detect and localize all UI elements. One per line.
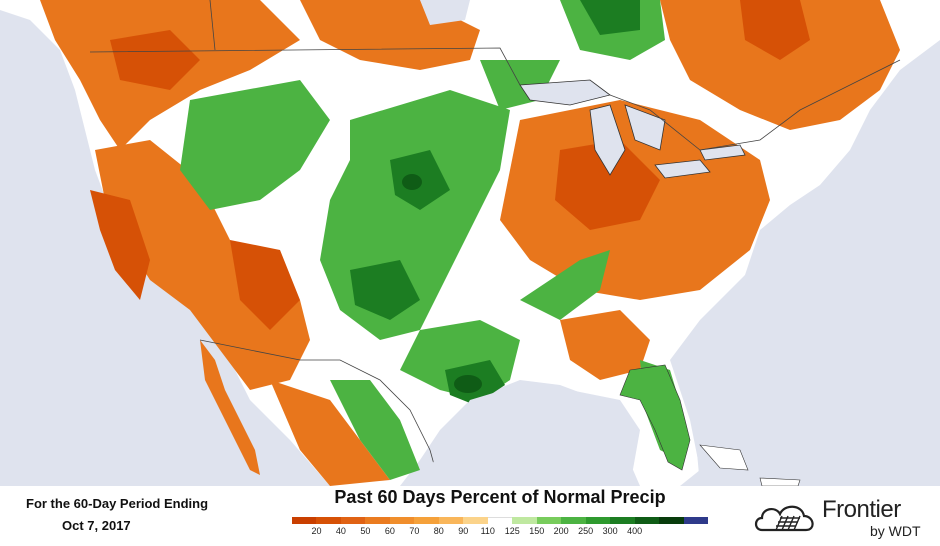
legend-tick-label: 150 bbox=[529, 526, 545, 536]
florida bbox=[619, 364, 691, 471]
map-title: Past 60 Days Percent of Normal Precip bbox=[334, 487, 666, 507]
legend-swatch bbox=[536, 517, 562, 524]
legend-swatch bbox=[414, 517, 439, 524]
hudson-bay bbox=[420, 0, 470, 25]
precip-map bbox=[0, 0, 940, 486]
brand-block: Frontier by WDT bbox=[752, 492, 937, 542]
gulf-of-mexico bbox=[420, 385, 640, 486]
legend-swatch bbox=[634, 517, 660, 524]
legend-tick-label: 110 bbox=[480, 526, 495, 536]
legend-swatch bbox=[512, 517, 537, 524]
period-date: Oct 7, 2017 bbox=[62, 518, 131, 533]
legend-ticks: 20 40 50 60 70 80 90 110 125 150 200 250 300 400 bbox=[292, 526, 708, 540]
legend-swatch bbox=[561, 517, 586, 524]
legend-tick-label: 40 bbox=[335, 526, 346, 536]
legend-swatch bbox=[316, 517, 341, 524]
brand-name: Frontier bbox=[822, 496, 901, 523]
atlantic-ocean bbox=[690, 110, 940, 486]
legend-tick-label: 200 bbox=[553, 526, 569, 536]
legend-swatch bbox=[292, 517, 317, 524]
legend-tick-label: 50 bbox=[360, 526, 371, 536]
legend-swatch bbox=[340, 517, 366, 524]
legend-swatch bbox=[463, 517, 488, 524]
legend-swatch bbox=[487, 517, 513, 525]
legend-swatch bbox=[365, 517, 390, 524]
legend-tick-label: 250 bbox=[578, 526, 594, 536]
legend-tick-label: 60 bbox=[384, 526, 395, 536]
legend-swatch bbox=[389, 517, 415, 524]
legend-swatch bbox=[585, 517, 611, 524]
caribbean-islands bbox=[699, 444, 801, 486]
legend-swatch bbox=[610, 517, 635, 524]
darkest-wet-spots bbox=[402, 174, 482, 393]
legend-tick-label: 20 bbox=[311, 526, 322, 536]
period-label: For the 60-Day Period Ending bbox=[26, 496, 209, 511]
great-lakes bbox=[519, 79, 746, 179]
legend-tick-label: 400 bbox=[627, 526, 643, 536]
legend-swatch bbox=[438, 517, 464, 524]
legend-tick-label: 125 bbox=[504, 526, 520, 536]
legend-color-bar bbox=[292, 517, 708, 525]
legend-tick-label: 70 bbox=[409, 526, 420, 536]
map-footer: For the 60-Day Period Ending Oct 7, 2017… bbox=[0, 486, 940, 546]
baja-peninsula bbox=[200, 340, 260, 475]
legend-tick-label: 300 bbox=[602, 526, 618, 536]
legend-tick-label: 80 bbox=[433, 526, 444, 536]
brand-sub: by WDT bbox=[870, 523, 921, 539]
legend-tick-label: 90 bbox=[458, 526, 469, 536]
legend-swatch bbox=[683, 517, 708, 524]
very-dry-regions bbox=[90, 0, 810, 330]
political-borders bbox=[89, 0, 901, 486]
legend-swatch bbox=[659, 517, 684, 524]
cloud-grid-logo-icon bbox=[754, 505, 814, 532]
